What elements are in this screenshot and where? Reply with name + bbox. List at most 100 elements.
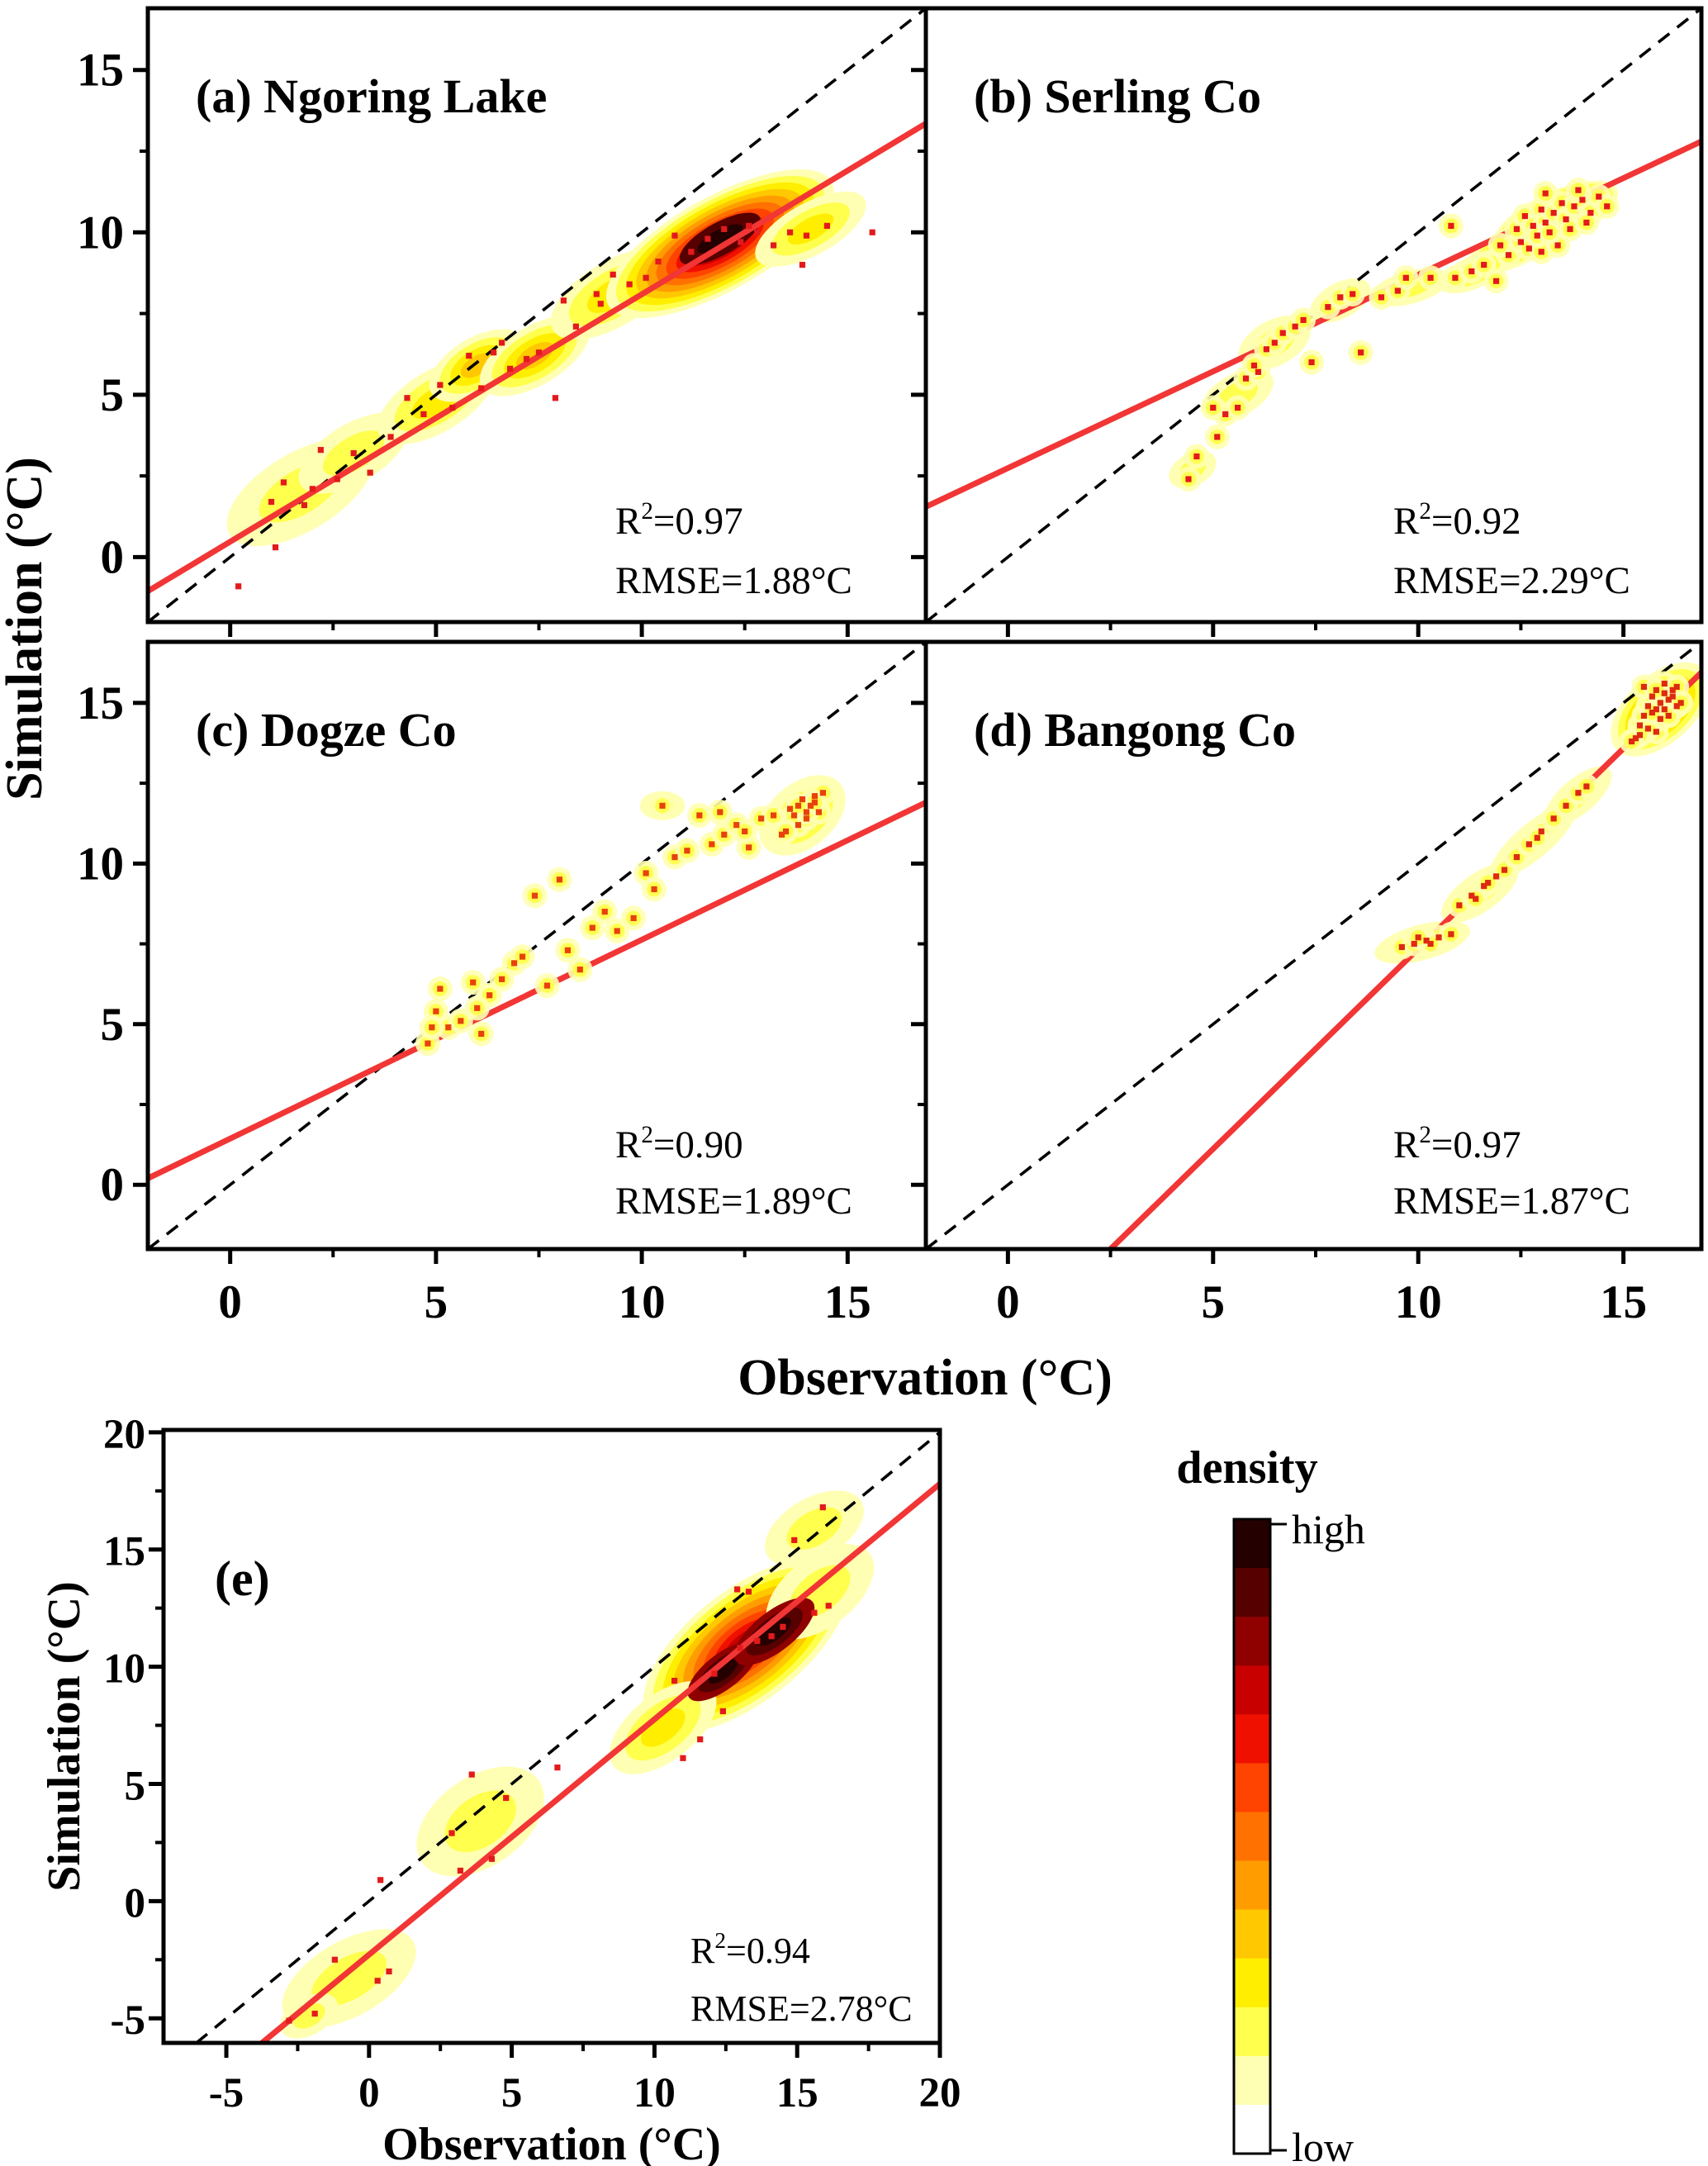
colorbar-segment (1234, 1812, 1270, 1862)
panel-d-data-point (1628, 738, 1635, 745)
panel-a-ytick-label: 5 (101, 369, 125, 421)
panel-b-data-point (1542, 219, 1549, 226)
panel-c-xtick-label: 0 (218, 1276, 242, 1328)
panel-d: 0 5 10 15 (d) Bangong Co R2=0.97 RMSE=1.87°C (911, 639, 1704, 1328)
panel-b-plot-area (926, 8, 1701, 622)
panel-e-r2-text: R2=0.94 (690, 1928, 810, 1971)
panel-c-data-point (782, 828, 790, 835)
panel-e-data-point (457, 1867, 464, 1874)
panel-c-data-point (429, 1024, 435, 1031)
panel-b-rmse-text: RMSE=2.29°C (1393, 559, 1630, 602)
panel-d-data-point (1501, 867, 1508, 873)
panel-a-data-point (272, 544, 279, 551)
panel-c-identity-line (148, 642, 926, 1249)
panel-e-data-point (780, 1623, 786, 1630)
panel-b-data-point (1567, 226, 1573, 232)
panel-d-data-point (1657, 715, 1663, 722)
panel-d-data-point (1657, 700, 1663, 706)
panel-b-data-point (1534, 232, 1540, 239)
panel-c-data-point (709, 841, 715, 848)
panel-a-data-point (754, 229, 761, 235)
panel-d-xtick-label: 5 (1202, 1276, 1226, 1328)
panel-b-data-point (1517, 239, 1524, 245)
panel-a-data-point (387, 434, 394, 440)
panel-c-title: (c) Dogze Co (196, 703, 457, 757)
colorbar-segment (1234, 1568, 1270, 1617)
panel-c-data-point (576, 967, 583, 973)
panel-e-data-point (374, 1978, 381, 1984)
panel-a-data-point (317, 447, 324, 454)
panel-d-data-point (1473, 895, 1479, 902)
panel-b-data-point (1452, 274, 1459, 281)
panel-a-data-point (309, 486, 316, 492)
panel-a-data-point (404, 395, 410, 401)
panel-b-title: (b) Serling Co (974, 69, 1261, 123)
panel-b-data-point (1492, 278, 1500, 284)
panel-e-data-point (488, 1855, 496, 1862)
panel-d-ticks (911, 701, 1626, 1264)
panel-d-data-point (1550, 815, 1557, 822)
panel-e-xtick-label: 15 (776, 2070, 818, 2116)
panel-d-data-point (1411, 940, 1417, 948)
panel-b-data-point (1394, 287, 1401, 294)
panel-e-ticks (149, 1430, 942, 2058)
panel-c-data-point (819, 790, 826, 796)
colorbar-segment (1234, 1665, 1270, 1715)
panel-e-identity-line (195, 1431, 940, 2043)
panel-d-xtick-label: 15 (1600, 1276, 1647, 1328)
panel-a-density-contour (787, 213, 834, 245)
panel-e-density-contour (641, 1708, 686, 1747)
panel-c-data-point (803, 815, 810, 822)
panel-c-data-point (733, 822, 740, 829)
panel-a-data-point (437, 382, 444, 388)
panel-e-data-point (825, 1603, 832, 1609)
panel-b-data-point (1185, 476, 1192, 482)
colorbar-segment (1234, 1617, 1270, 1666)
panel-a-r2-text: R2=0.97 (615, 498, 743, 543)
panel-e-data-point (745, 1589, 752, 1595)
panel-d-data-point (1481, 882, 1487, 890)
panel-d-data-point (1427, 940, 1434, 948)
panel-b-data-point (1378, 294, 1385, 301)
panel-b-data-point (1542, 190, 1549, 197)
panel-a-data-point (770, 242, 777, 249)
colorbar-segment (1234, 2104, 1270, 2154)
panel-a-data-point (535, 349, 543, 356)
panel-b-data-point (1481, 261, 1487, 268)
panel-d-data-point (1669, 686, 1676, 693)
panel-b-data-point (1325, 304, 1331, 311)
colorbar-high-label: high (1292, 1506, 1365, 1552)
panel-d-data-point (1644, 725, 1652, 732)
panel-e-data-point (377, 1877, 384, 1883)
panel-a-data-point (593, 291, 600, 297)
panel-d-data-point (1649, 709, 1655, 716)
panel-c-data-point (807, 802, 814, 809)
panel-a-ytick-label: 10 (77, 207, 124, 259)
panel-e-xtick-label: 5 (501, 2070, 523, 2116)
panel-c-data-point (589, 924, 595, 931)
panel-c-data-point (499, 976, 505, 982)
panel-a-data-point (420, 411, 427, 418)
panel-c-data-point (742, 828, 748, 835)
panel-a-data-point (786, 229, 794, 235)
panel-d-title: (d) Bangong Co (974, 703, 1296, 757)
panel-c-data-point (770, 812, 777, 819)
panel-a-data-point (523, 355, 530, 363)
panel-d-data-point (1448, 931, 1454, 938)
panel-b-data-point (1468, 268, 1475, 275)
panel-e-data-point (671, 1678, 678, 1684)
panel-e-ytick-label: 15 (103, 1529, 145, 1575)
panel-d-data-point (1661, 706, 1668, 713)
panel-a-data-point (560, 297, 567, 304)
panel-b-ticks (911, 68, 1626, 637)
grid-y-axis-label: Simulation (°C) (0, 457, 53, 800)
panel-e-data-point (768, 1633, 775, 1640)
panel-c-data-point (790, 812, 798, 819)
panel-c-data-point (778, 831, 785, 838)
panel-d-data-point (1583, 783, 1590, 790)
panel-c-data-point (470, 979, 477, 986)
panel-b-data-point (1525, 245, 1532, 252)
panel-c-ytick-label: 10 (77, 838, 124, 890)
panel-c-xtick-label: 5 (425, 1276, 448, 1328)
panel-d-data-point (1673, 683, 1680, 691)
